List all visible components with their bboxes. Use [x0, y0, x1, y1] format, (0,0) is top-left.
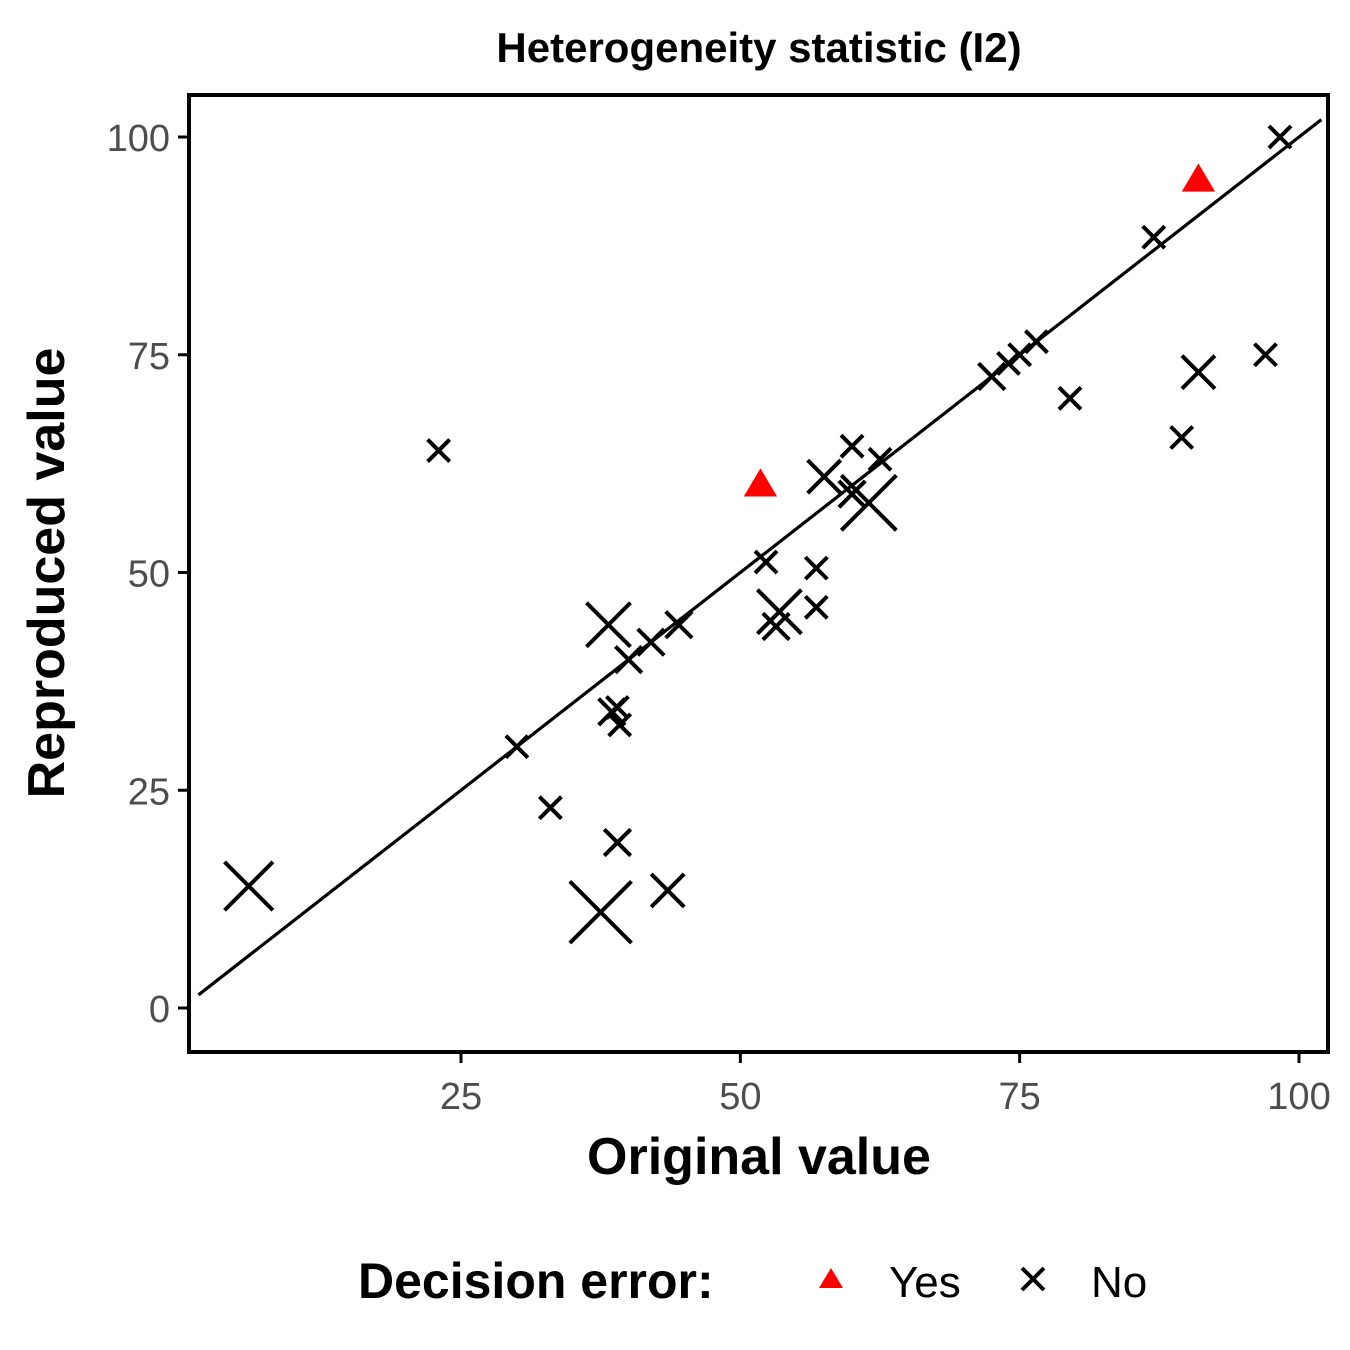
data-point-cross — [753, 549, 779, 575]
data-point-cross — [977, 361, 1007, 392]
data-point-cross — [607, 712, 633, 738]
data-point-cross — [426, 438, 452, 463]
data-point-cross — [649, 872, 686, 909]
plot-area — [187, 93, 1330, 1054]
data-point-cross — [756, 588, 803, 636]
data-point-cross — [602, 827, 633, 858]
legend-no-symbol — [1020, 1266, 1046, 1292]
y-axis-title: Reproduced value — [18, 348, 76, 799]
data-point-cross — [1141, 224, 1167, 250]
y-tick-label: 75 — [128, 336, 170, 378]
y-axis-ticks: 0 25 50 75 100 — [107, 118, 189, 1031]
data-point-cross — [806, 458, 843, 495]
x-axis-ticks: 25 50 75 100 — [440, 1052, 1331, 1118]
data-point-cross — [839, 433, 865, 459]
data-point-cross — [761, 611, 791, 642]
data-point-cross — [537, 795, 563, 821]
data-point-cross — [504, 734, 530, 760]
data-point-cross — [636, 627, 666, 657]
x-tick-label: 75 — [999, 1076, 1041, 1118]
chart-title: Heterogeneity statistic (I2) — [496, 24, 1021, 71]
y-tick-label: 100 — [107, 118, 170, 160]
data-point-cross — [1024, 329, 1049, 355]
x-axis-title: Original value — [587, 1128, 931, 1186]
x-tick-label: 25 — [440, 1076, 482, 1118]
data-point-cross — [597, 697, 627, 727]
legend-no-label: No — [1091, 1258, 1147, 1307]
legend: Decision error: Yes No — [358, 1253, 1147, 1309]
data-point-triangle — [1181, 163, 1216, 192]
data-point-cross — [837, 479, 867, 509]
data-point-cross — [1267, 124, 1293, 150]
y-tick-label: 25 — [128, 771, 170, 813]
data-point-cross — [1057, 385, 1083, 411]
data-point-cross — [996, 351, 1021, 376]
data-point-cross — [803, 594, 829, 620]
data-points — [223, 124, 1293, 945]
y-tick-label: 0 — [149, 989, 170, 1031]
data-point-cross — [568, 879, 633, 945]
x-tick-label: 50 — [719, 1076, 761, 1118]
data-point-cross — [1180, 354, 1217, 391]
legend-yes-label: Yes — [889, 1258, 961, 1307]
data-point-cross — [585, 601, 632, 649]
data-point-cross — [223, 860, 275, 912]
legend-yes-symbol — [819, 1268, 843, 1288]
data-point-cross — [839, 473, 898, 532]
data-point-cross — [803, 555, 829, 581]
data-point-cross — [613, 644, 644, 675]
data-point-cross — [867, 446, 893, 472]
y-tick-label: 50 — [128, 554, 170, 596]
legend-title: Decision error: — [358, 1253, 714, 1309]
data-point-cross — [664, 610, 694, 640]
data-point-triangle — [743, 468, 778, 497]
x-tick-label: 100 — [1267, 1076, 1330, 1118]
data-point-cross — [1169, 425, 1195, 450]
data-point-cross — [1253, 342, 1278, 368]
